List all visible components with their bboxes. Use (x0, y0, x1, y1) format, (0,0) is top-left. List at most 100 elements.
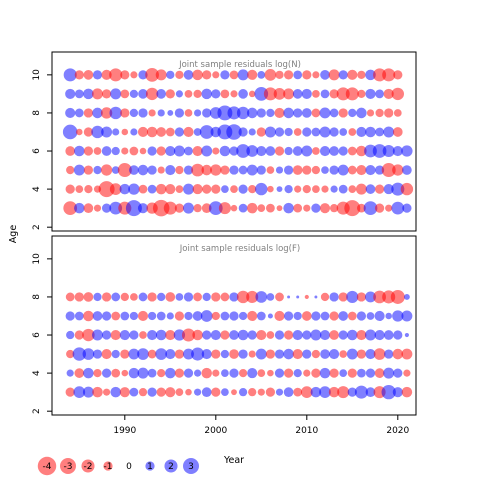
residual-bubble (101, 349, 112, 360)
residual-bubble (155, 183, 167, 195)
residual-bubble (157, 292, 166, 302)
residual-bubble (302, 184, 311, 194)
residual-bubble (384, 108, 394, 118)
residual-bubble (401, 348, 413, 360)
residual-bubble (264, 69, 277, 81)
residual-bubble (365, 349, 376, 360)
residual-bubble (274, 127, 285, 137)
residual-bubble (248, 90, 256, 98)
residual-bubble (238, 311, 248, 321)
residual-bubble (229, 70, 239, 80)
residual-bubble (257, 369, 266, 377)
residual-bubble (191, 347, 205, 361)
residual-bubble (165, 329, 176, 341)
residual-bubble (220, 70, 230, 80)
residual-bubble (339, 350, 348, 358)
residual-bubble (372, 144, 387, 158)
residual-bubble (156, 127, 167, 137)
residual-bubble (201, 203, 212, 213)
residual-bubble (375, 108, 384, 118)
residual-bubble (337, 386, 350, 399)
residual-bubble (383, 126, 395, 138)
residual-bubble (356, 165, 367, 176)
residual-bubble (267, 185, 274, 193)
residual-bubble (392, 310, 404, 322)
residual-bubble (283, 348, 294, 360)
residual-bubble (156, 146, 166, 156)
residual-bubble (138, 184, 148, 194)
residual-bubble (329, 311, 339, 321)
residual-bubble (338, 70, 348, 80)
residual-bubble (283, 88, 295, 100)
residual-bubble (246, 290, 259, 303)
residual-bubble (328, 69, 340, 81)
residual-bubble (300, 386, 313, 398)
residual-bubble (212, 147, 220, 155)
residual-bubble (382, 145, 395, 158)
residual-bubble (194, 388, 202, 396)
residual-bubble (284, 184, 293, 194)
residual-bubble (247, 69, 258, 80)
residual-bubble (384, 349, 394, 359)
residual-bubble (347, 311, 357, 321)
residual-bubble (211, 349, 221, 359)
residual-bubble (248, 128, 256, 136)
residual-bubble (92, 386, 103, 398)
residual-bubble (383, 367, 395, 379)
residual-bubble (138, 388, 148, 397)
residual-bubble (101, 330, 112, 340)
legend-label: 2 (168, 462, 174, 472)
residual-bubble (374, 310, 385, 322)
residual-bubble (248, 184, 257, 194)
residual-bubble (130, 71, 138, 79)
residual-bubble (276, 205, 283, 212)
residual-bubble (193, 89, 202, 99)
residual-bubble (266, 293, 275, 301)
residual-bubble (311, 165, 321, 175)
residual-bubble (119, 387, 130, 398)
bottom-panel-y-axis: 2 4 6 8 10 (32, 253, 52, 414)
residual-bubble (165, 184, 176, 195)
residual-bubble (202, 184, 212, 194)
residual-bubble (229, 311, 239, 321)
y-tick-label: 6 (32, 332, 42, 338)
residual-bubble (356, 329, 367, 341)
residual-bubble (83, 310, 94, 322)
residual-bubble (137, 348, 149, 360)
y-tick-label: 4 (32, 186, 42, 192)
residual-bubble (283, 387, 294, 397)
residual-bubble (319, 329, 331, 341)
residual-bubble (129, 108, 139, 118)
residual-bubble (93, 292, 102, 302)
residual-bubble (238, 203, 248, 213)
residual-bubble (109, 68, 123, 82)
residual-bubble (147, 165, 157, 175)
residual-bubble (165, 292, 176, 302)
x-axis-label: Year (223, 455, 244, 466)
residual-bubble (74, 311, 84, 321)
residual-bubble (329, 127, 339, 137)
residual-bubble (155, 348, 168, 360)
residual-bubble (146, 126, 158, 138)
residual-bubble (302, 165, 312, 175)
residual-bubble (83, 367, 94, 379)
residual-bubble (392, 348, 404, 360)
residual-bubble (183, 126, 194, 138)
residual-bubble (202, 330, 212, 340)
residual-bubble (139, 147, 147, 155)
residual-bubble (293, 70, 303, 80)
residual-bubble (391, 87, 404, 101)
residual-bubble (274, 349, 285, 359)
residual-bubble (101, 69, 112, 80)
residual-bubble (147, 349, 157, 359)
residual-bubble (284, 127, 293, 137)
residual-bubble (111, 349, 120, 359)
residual-bubble (165, 349, 176, 360)
residual-bubble (174, 349, 185, 359)
residual-bubble (238, 184, 248, 194)
x-tick-label: 1990 (113, 426, 136, 436)
residual-bubble (401, 310, 413, 322)
residual-bubble (293, 108, 303, 118)
residual-bubble (111, 146, 120, 156)
